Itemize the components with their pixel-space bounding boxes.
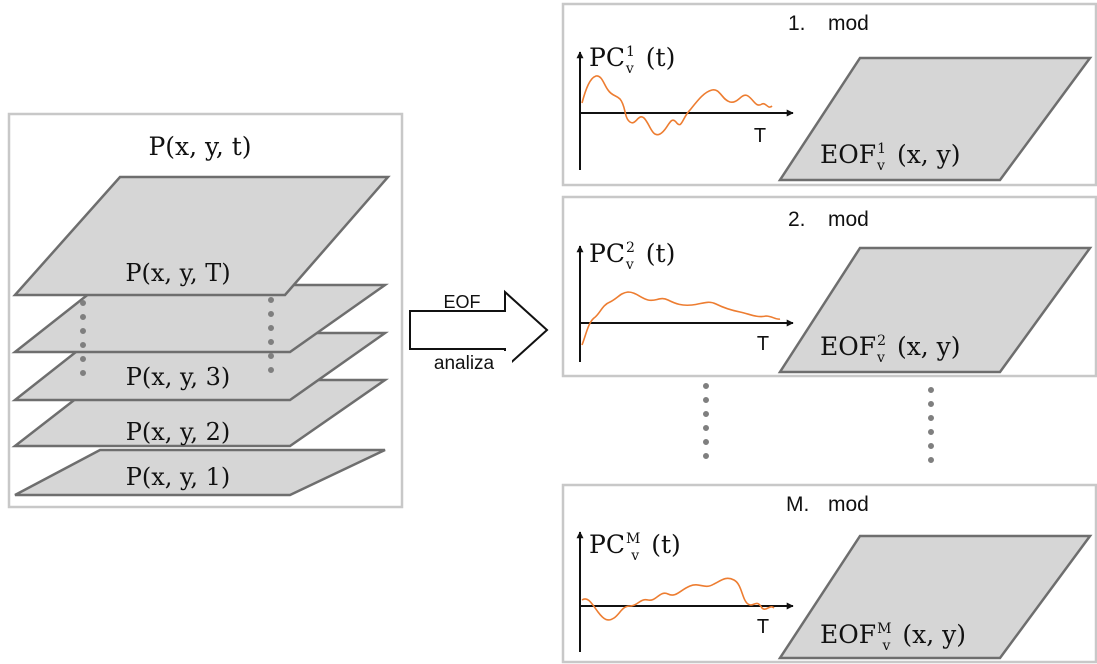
eof-plane <box>777 534 1093 660</box>
pc-base: PC <box>589 530 625 559</box>
eof-argument: (x, y) <box>902 620 966 649</box>
arrow-label-bg <box>418 351 512 373</box>
pc-timeseries-curve <box>581 75 773 136</box>
eof-superscript: 1 <box>877 141 886 157</box>
eof-base: EOF <box>820 140 876 169</box>
pc-timeseries-curve <box>581 291 781 346</box>
mode-panel-M: M. mod PCM v (t) T EOFM v (x, y) <box>561 483 1097 664</box>
eof-argument: (x, y) <box>897 140 961 169</box>
eof-superscript: 2 <box>877 333 886 349</box>
mode-number: 1. <box>788 12 806 35</box>
pc-label: PCM v (t) <box>589 530 681 564</box>
pc-subscript: v <box>625 61 634 77</box>
eof-label: EOF1 v (x, y) <box>820 140 961 174</box>
eof-subscript: v <box>876 158 885 174</box>
pc-timeseries-curve <box>581 577 775 621</box>
eof-plane <box>777 246 1093 374</box>
pc-base: PC <box>589 43 625 72</box>
pc-subscript: v <box>625 257 634 273</box>
eof-label: EOFM v (x, y) <box>820 620 966 654</box>
layer-plane-1 <box>14 448 386 497</box>
pc-label: PC1 v (t) <box>589 43 675 77</box>
pc-superscript: 2 <box>626 240 635 256</box>
mode-number: 2. <box>788 208 806 231</box>
hollow-arrow-shape <box>409 289 549 371</box>
input-panel-title: P(x, y, t) <box>148 132 251 161</box>
input-field-panel: P(x, y, t) P(x, y, 1) P(x, y, 2) P(x, y,… <box>7 112 404 509</box>
eof-analysis-arrow: EOF analiza <box>409 289 549 374</box>
pc-argument: (t) <box>651 530 681 559</box>
pc-subscript: v <box>630 548 639 564</box>
eof-argument: (x, y) <box>897 332 961 361</box>
arrow-label-eof: EOF <box>443 292 480 312</box>
layer-label-3: P(x, y, 3) <box>126 363 231 391</box>
pc-argument: (t) <box>646 43 676 72</box>
eof-label: EOF2 v (x, y) <box>820 332 961 366</box>
time-axis-end-label: T <box>757 333 769 355</box>
pc-superscript: 1 <box>626 44 635 60</box>
pc-argument: (t) <box>646 239 676 268</box>
pc-label: PC2 v (t) <box>589 239 675 273</box>
layer-plane-top <box>12 175 391 297</box>
layer-label-top: P(x, y, T) <box>125 259 230 287</box>
eof-subscript: v <box>881 638 890 654</box>
mode-panel-2: 2. mod PC2 v (t) T EOF2 v (x, y) <box>561 195 1097 378</box>
mode-label: mod <box>828 12 869 35</box>
time-axis-end-label: T <box>754 125 766 147</box>
eof-subscript: v <box>876 350 885 366</box>
pc-superscript: M <box>626 531 640 547</box>
time-axis-end-label: T <box>757 616 769 638</box>
mode-number: M. <box>786 493 809 516</box>
layer-label-1: P(x, y, 1) <box>126 463 231 491</box>
layer-label-2: P(x, y, 2) <box>126 418 231 446</box>
mode-label: mod <box>828 208 869 231</box>
pc-base: PC <box>589 239 625 268</box>
eof-base: EOF <box>820 332 876 361</box>
eof-base: EOF <box>820 620 876 649</box>
arrow-label-analiza: analiza <box>434 353 495 374</box>
eof-superscript: M <box>877 621 891 637</box>
mode-panel-1: 1. mod PC1 v (t) T EOF1 v (x, y) <box>561 2 1097 187</box>
mode-label: mod <box>828 493 869 516</box>
eof-plane <box>777 56 1093 182</box>
